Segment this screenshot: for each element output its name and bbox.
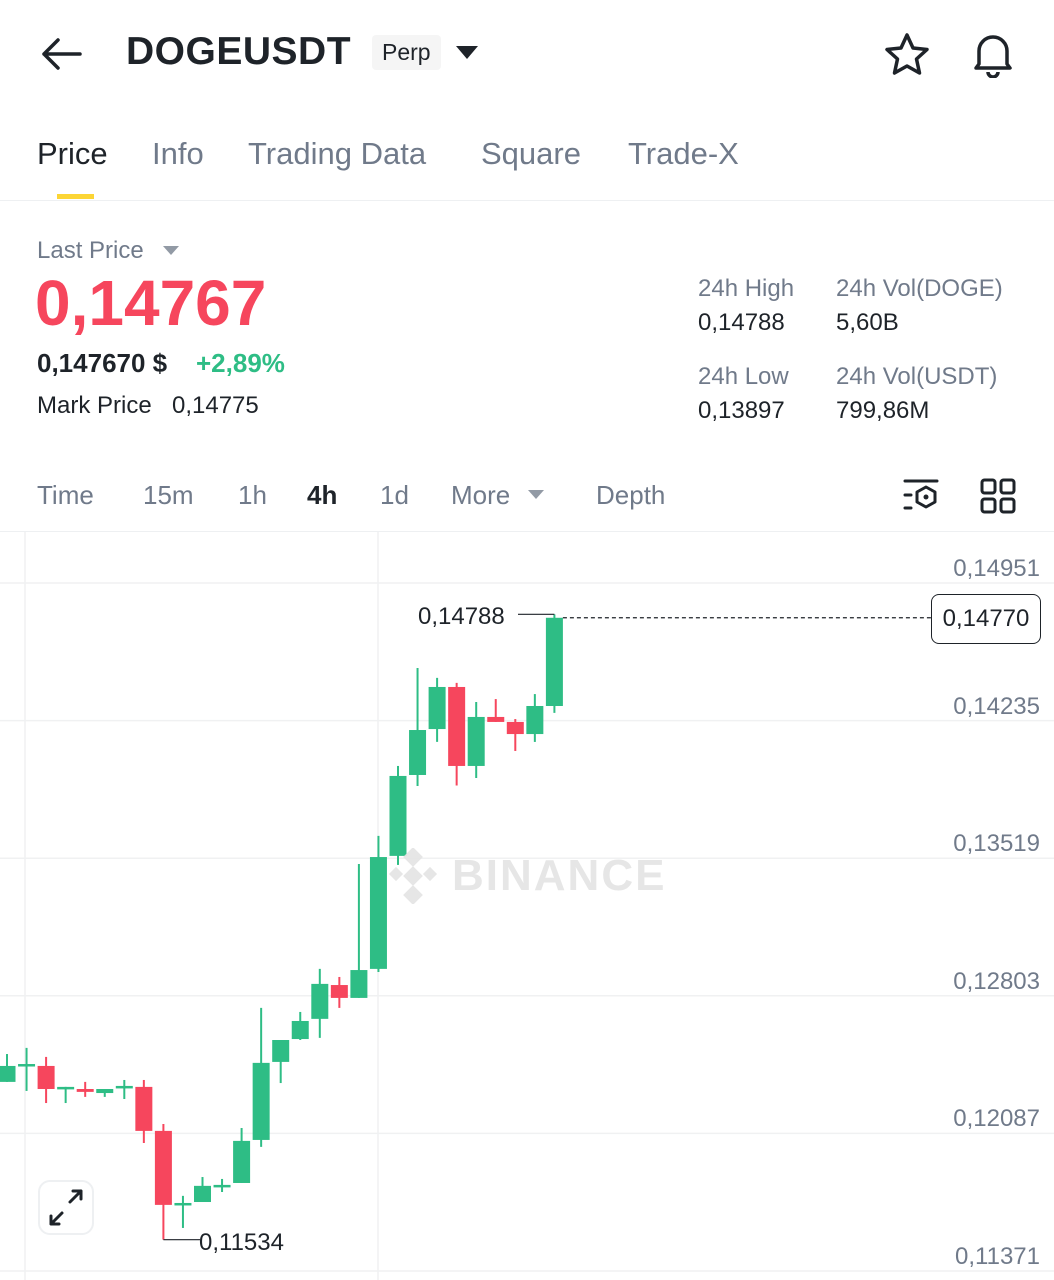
candle-body	[154, 1130, 172, 1205]
active-tab-indicator	[57, 194, 94, 199]
stat-24h-vol-usdt-value: 799,86M	[836, 397, 930, 424]
mark-price-label: Mark Price	[37, 392, 152, 419]
interval-15m[interactable]: 15m	[143, 480, 194, 510]
interval-1d[interactable]: 1d	[380, 480, 409, 510]
candle-body	[233, 1140, 251, 1183]
candle-body	[115, 1085, 133, 1089]
stat-24h-high-value: 0,14788	[698, 309, 785, 336]
stat-24h-vol-usdt-label: 24h Vol(USDT)	[836, 363, 998, 390]
mark-price-value: 0,14775	[172, 392, 259, 419]
stat-24h-vol-doge-label: 24h Vol(DOGE)	[836, 275, 1003, 302]
candle-body	[448, 686, 466, 766]
usd-price: 0,147670 $	[37, 348, 168, 378]
candle-body	[174, 1202, 192, 1206]
interval-time[interactable]: Time	[37, 480, 94, 510]
stat-24h-vol-doge-value: 5,60B	[836, 309, 899, 336]
candle-body	[76, 1089, 94, 1092]
candle-body	[213, 1184, 231, 1188]
arrow-left-icon	[42, 38, 82, 70]
candle-body	[194, 1185, 211, 1203]
last-price-label[interactable]: Last Price	[37, 237, 144, 264]
alert-bell-icon[interactable]	[970, 30, 1016, 83]
candle-body	[389, 775, 407, 856]
candle-body	[409, 730, 427, 775]
y-axis-tick-label: 0,14235	[953, 692, 1040, 720]
candle-body	[18, 1064, 36, 1067]
y-axis-tick-label: 0,11371	[955, 1243, 1040, 1270]
price-change: +2,89%	[196, 348, 285, 378]
expand-icon	[49, 1189, 83, 1226]
candle-body	[311, 983, 329, 1019]
more-caret-icon[interactable]	[528, 490, 544, 499]
candle-body	[272, 1040, 290, 1062]
candle-body	[330, 985, 348, 998]
candle-body	[350, 970, 368, 998]
candle-body	[467, 716, 485, 766]
candle-body	[252, 1062, 270, 1140]
candle-body	[37, 1065, 55, 1090]
tabs-divider	[0, 200, 1054, 201]
candle-body	[291, 1020, 309, 1040]
tab-trading-data[interactable]: Trading Data	[248, 136, 427, 171]
binance-logo-icon	[388, 848, 438, 904]
candle-body	[487, 716, 505, 722]
stat-24h-low-value: 0,13897	[698, 397, 785, 424]
stat-24h-low-label: 24h Low	[698, 363, 789, 390]
y-axis-tick-label: 0,12803	[953, 967, 1040, 995]
y-axis-tick-label: 0,12087	[953, 1105, 1040, 1133]
symbol-title[interactable]: DOGEUSDT	[126, 30, 352, 73]
binance-watermark: BINANCE	[388, 848, 666, 904]
last-price-value: 0,14767	[35, 267, 267, 339]
candle-body	[96, 1089, 114, 1094]
candle-body	[526, 705, 544, 735]
contract-type-badge: Perp	[372, 35, 441, 70]
candle-body	[0, 1065, 16, 1082]
y-axis-tick-label: 0,13519	[953, 830, 1040, 858]
fullscreen-button[interactable]	[38, 1180, 94, 1235]
indicator-settings-icon[interactable]	[903, 478, 941, 519]
tab-trade-x[interactable]: Trade-X	[628, 136, 739, 171]
candle-body	[369, 857, 387, 969]
candle-body	[135, 1086, 153, 1131]
candle-body	[57, 1086, 75, 1090]
stat-24h-high-label: 24h High	[698, 275, 795, 302]
min-price-label: 0,11534	[199, 1229, 284, 1256]
tab-square[interactable]: Square	[481, 136, 581, 171]
symbol-dropdown-caret-icon[interactable]	[456, 46, 478, 59]
interval-more[interactable]: More	[451, 480, 511, 510]
watermark-text: BINANCE	[452, 851, 667, 900]
tab-info[interactable]: Info	[152, 136, 204, 171]
favorite-star-icon[interactable]	[884, 32, 930, 81]
y-axis-tick-label: 0,14951	[953, 555, 1040, 582]
interval-1h[interactable]: 1h	[238, 480, 267, 510]
layout-grid-icon[interactable]	[980, 478, 1016, 519]
interval-4h[interactable]: 4h	[307, 480, 338, 510]
chart-top-divider	[0, 531, 1054, 532]
candle-body	[428, 686, 446, 730]
current-price-tag[interactable]: 0,14770	[931, 594, 1041, 644]
max-price-label: 0,14788	[418, 603, 505, 630]
tab-price[interactable]: Price	[37, 136, 108, 171]
depth-tab[interactable]: Depth	[596, 480, 666, 510]
last-price-caret-icon[interactable]	[163, 246, 179, 255]
back-button[interactable]	[40, 36, 82, 72]
candle-body	[545, 617, 563, 706]
candle-body	[506, 721, 524, 735]
